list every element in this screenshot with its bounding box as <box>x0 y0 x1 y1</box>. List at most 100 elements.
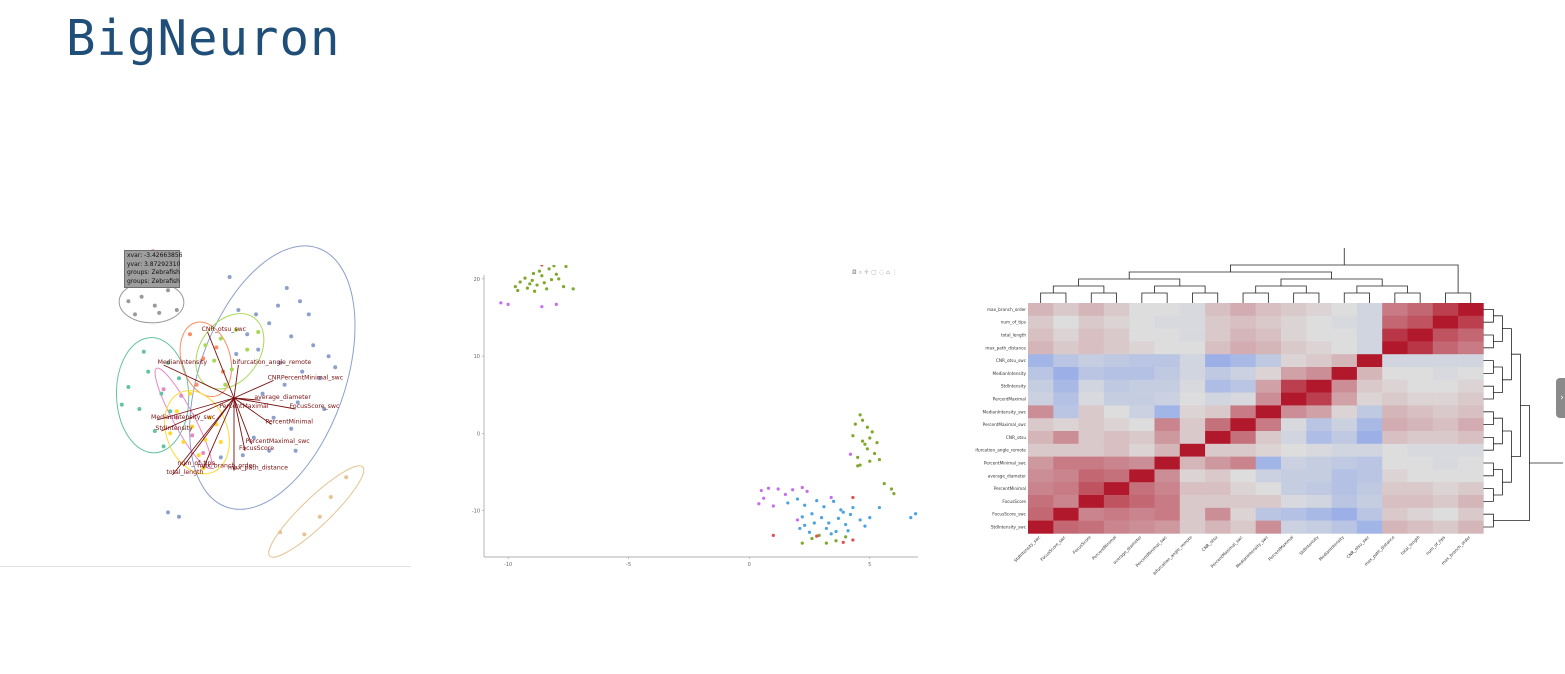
data-point <box>853 422 857 426</box>
heatmap-cell <box>1432 367 1459 381</box>
data-point <box>882 482 886 486</box>
heatmap-cell <box>1179 328 1206 342</box>
lasso-icon[interactable]: ◌ <box>878 269 885 276</box>
camera-icon[interactable]: ◘ <box>852 269 857 276</box>
row-label: MedianIntensity <box>993 371 1027 376</box>
data-point <box>557 277 561 281</box>
heatmap-cell <box>1053 354 1079 368</box>
heatmap-cell <box>1382 303 1408 317</box>
data-point <box>240 453 245 458</box>
data-point <box>229 367 234 372</box>
heatmap-cell <box>1230 328 1256 342</box>
dendrogram-branch <box>1078 278 1181 286</box>
box-select-icon[interactable]: ▢ <box>871 269 877 276</box>
heatmap-cell <box>1230 507 1256 521</box>
zoom-icon[interactable]: ⌕ <box>858 269 863 276</box>
heatmap-cell <box>1129 520 1155 534</box>
data-point <box>851 538 855 542</box>
heatmap-cell <box>1028 379 1054 393</box>
side-panel-handle[interactable]: › <box>1556 378 1565 418</box>
heatmap-cell <box>1432 418 1459 432</box>
heatmap-cell <box>1028 456 1054 470</box>
heatmap-cell <box>1154 431 1181 445</box>
data-point <box>179 393 184 398</box>
data-point <box>234 327 239 332</box>
row-label: max_path_distance <box>985 345 1026 350</box>
heatmap-cell <box>1382 341 1408 355</box>
heatmap-cell <box>1255 495 1282 509</box>
loading-label: StdIntensity <box>155 425 193 432</box>
data-point <box>865 425 869 429</box>
heatmap-cell <box>1154 418 1181 432</box>
reset-icon[interactable]: ⌂ <box>886 269 890 276</box>
heatmap-cell <box>1053 456 1079 470</box>
data-point <box>863 442 867 446</box>
heatmap-cell <box>1230 354 1256 368</box>
dendrogram-branch <box>1493 469 1503 496</box>
data-point <box>196 453 201 458</box>
group-ellipse <box>268 465 365 558</box>
heatmap-cell <box>1028 328 1054 342</box>
data-point <box>236 308 241 312</box>
data-point <box>531 271 536 276</box>
data-point <box>791 488 795 492</box>
data-point <box>139 294 144 299</box>
heatmap-cell <box>1230 482 1256 496</box>
data-point <box>126 385 131 389</box>
data-point <box>188 391 192 396</box>
heatmap-cell <box>1356 315 1383 329</box>
heatmap-cell <box>1407 431 1434 445</box>
heatmap-cell <box>1382 482 1408 496</box>
data-point <box>234 352 239 356</box>
loading-label: max_path_distance <box>228 465 288 472</box>
dendrogram-branch <box>1483 385 1494 400</box>
dendrogram-branch <box>1141 292 1168 303</box>
heatmap-cell <box>1356 469 1383 483</box>
more-icon[interactable]: ⋮ <box>891 269 898 276</box>
heatmap-cell <box>1356 392 1383 406</box>
pan-icon[interactable]: ✛ <box>864 269 870 276</box>
tsne-scatter-chart: -10 -5 0 5 20 10 0 -10 <box>472 265 918 568</box>
heatmap-cell <box>1154 405 1181 419</box>
dendrogram-branch <box>1255 285 1307 293</box>
data-point <box>540 274 544 278</box>
heatmap-cell <box>1103 443 1130 457</box>
data-point <box>810 512 814 516</box>
heatmap-cell <box>1432 405 1459 419</box>
heatmap-cell <box>1407 456 1434 470</box>
heatmap-cell <box>1382 328 1408 342</box>
dendrogram-branch <box>1090 292 1117 303</box>
heatmap-cell <box>1331 379 1358 393</box>
dendrogram-branch <box>1483 462 1494 477</box>
dendrogram-branch <box>1502 328 1512 381</box>
heatmap-cell <box>1407 507 1434 521</box>
data-point <box>877 505 882 510</box>
heatmap-cell <box>1103 328 1130 342</box>
heatmap-cell <box>1179 354 1206 368</box>
heatmap-cell <box>1331 315 1358 329</box>
heatmap-cell <box>1129 418 1155 432</box>
heatmap-cell <box>1154 443 1181 457</box>
data-point <box>805 489 809 493</box>
heatmap-cell <box>1129 367 1155 381</box>
column-label: StdIntensity_swc <box>1013 534 1042 563</box>
heatmap-cell <box>1281 520 1307 534</box>
heatmap-cell <box>1028 482 1054 496</box>
heatmap-cell <box>1382 418 1408 432</box>
row-label: StdIntensity_swc <box>991 525 1027 530</box>
data-point <box>201 356 206 361</box>
heatmap-cell <box>1028 431 1054 445</box>
data-point <box>282 382 287 387</box>
data-point <box>834 529 838 534</box>
data-point <box>786 501 790 505</box>
data-point <box>525 286 529 290</box>
heatmap-cell <box>1306 367 1332 381</box>
heatmap-cell <box>1103 392 1130 406</box>
data-point <box>306 312 311 317</box>
heatmap-cell <box>1458 315 1484 329</box>
heatmap-cell <box>1432 328 1459 342</box>
group-ellipse <box>164 390 230 475</box>
data-point <box>844 522 848 527</box>
dendrogram-branch <box>1293 292 1320 303</box>
heatmap-cell <box>1053 392 1079 406</box>
